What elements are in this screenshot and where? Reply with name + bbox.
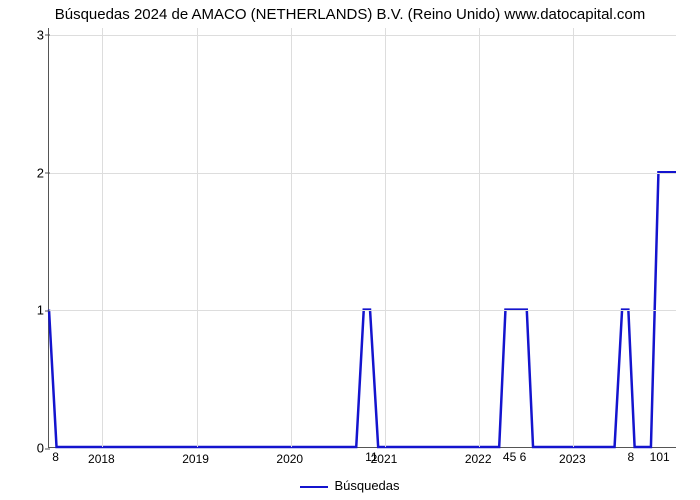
value-label: 8 xyxy=(52,450,59,464)
chart-title: Búsquedas 2024 de AMACO (NETHERLANDS) B.… xyxy=(0,6,700,23)
legend-swatch xyxy=(300,486,328,488)
legend-label: Búsquedas xyxy=(334,478,399,493)
x-tick-label: 2023 xyxy=(559,452,586,466)
value-label: 8 xyxy=(627,450,634,464)
value-label: 45 6 xyxy=(503,450,526,464)
gridline-vertical xyxy=(102,28,103,447)
y-tick-label: 3 xyxy=(4,27,44,42)
y-tick-label: 2 xyxy=(4,165,44,180)
x-tick-label: 2022 xyxy=(465,452,492,466)
y-tick-label: 0 xyxy=(4,441,44,456)
gridline-vertical xyxy=(291,28,292,447)
x-tick-label: 2019 xyxy=(182,452,209,466)
x-tick-label: 2018 xyxy=(88,452,115,466)
gridline-vertical xyxy=(479,28,480,447)
gridline-vertical xyxy=(385,28,386,447)
x-tick-label: 2020 xyxy=(276,452,303,466)
gridline-horizontal xyxy=(49,173,676,174)
gridline-horizontal xyxy=(49,35,676,36)
line-series xyxy=(49,28,676,447)
legend: Búsquedas xyxy=(0,478,700,493)
gridline-vertical xyxy=(573,28,574,447)
value-label: 11 xyxy=(365,450,377,464)
plot-area xyxy=(48,28,676,448)
gridline-vertical xyxy=(197,28,198,447)
gridline-horizontal xyxy=(49,310,676,311)
value-label: 101 xyxy=(650,450,670,464)
y-tick-label: 1 xyxy=(4,303,44,318)
